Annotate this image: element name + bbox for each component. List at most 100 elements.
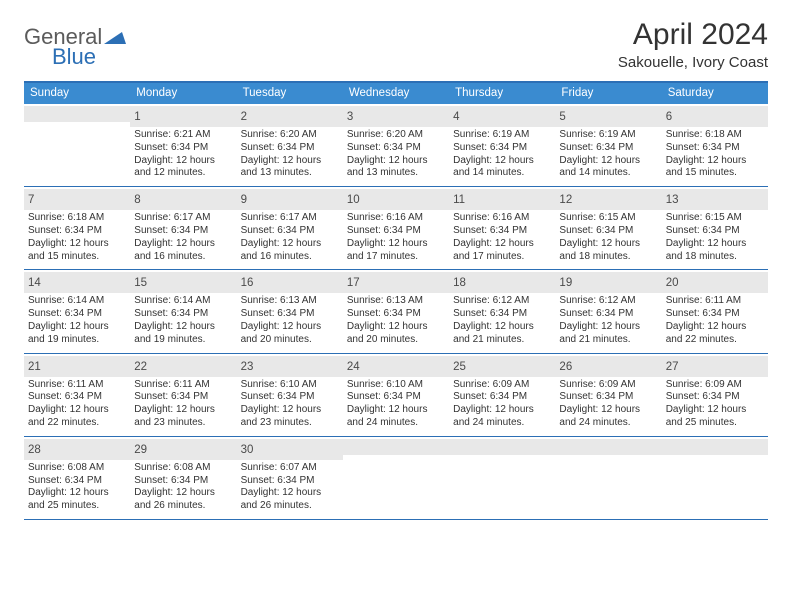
- day-number: 14: [28, 277, 41, 289]
- daylight-text: and 22 minutes.: [666, 334, 764, 347]
- sunset-text: Sunset: 6:34 PM: [28, 391, 126, 404]
- daylight-text: and 14 minutes.: [559, 167, 657, 180]
- day-cell: 15Sunrise: 6:14 AMSunset: 6:34 PMDayligh…: [130, 270, 236, 352]
- sunrise-text: Sunrise: 6:17 AM: [134, 212, 232, 225]
- day-number: 3: [347, 111, 353, 123]
- daylight-text: Daylight: 12 hours: [453, 155, 551, 168]
- day-number: 7: [28, 194, 34, 206]
- daylight-text: Daylight: 12 hours: [559, 238, 657, 251]
- sunset-text: Sunset: 6:34 PM: [453, 142, 551, 155]
- sunrise-text: Sunrise: 6:08 AM: [134, 462, 232, 475]
- daylight-text: and 20 minutes.: [241, 334, 339, 347]
- daylight-text: Daylight: 12 hours: [453, 404, 551, 417]
- day-cell: 23Sunrise: 6:10 AMSunset: 6:34 PMDayligh…: [237, 354, 343, 436]
- sunset-text: Sunset: 6:34 PM: [28, 225, 126, 238]
- day-number: 13: [666, 194, 679, 206]
- sunrise-text: Sunrise: 6:12 AM: [453, 295, 551, 308]
- day-cell: 21Sunrise: 6:11 AMSunset: 6:34 PMDayligh…: [24, 354, 130, 436]
- empty-day-header: [662, 439, 768, 455]
- logo: General Blue: [24, 18, 126, 70]
- sunset-text: Sunset: 6:34 PM: [28, 475, 126, 488]
- sunset-text: Sunset: 6:34 PM: [453, 225, 551, 238]
- sunrise-text: Sunrise: 6:13 AM: [241, 295, 339, 308]
- daylight-text: Daylight: 12 hours: [666, 238, 764, 251]
- day-cell: [449, 437, 555, 519]
- day-number: 10: [347, 194, 360, 206]
- daylight-text: and 17 minutes.: [453, 251, 551, 264]
- daylight-text: Daylight: 12 hours: [241, 238, 339, 251]
- sunset-text: Sunset: 6:34 PM: [666, 225, 764, 238]
- daylight-text: and 17 minutes.: [347, 251, 445, 264]
- sunset-text: Sunset: 6:34 PM: [134, 391, 232, 404]
- day-cell: 20 Sunrise: 6:11 AMSunset: 6:34 PMDayligh…: [662, 270, 768, 352]
- day-cell: 8Sunrise: 6:17 AMSunset: 6:34 PMDaylight…: [130, 187, 236, 269]
- daylight-text: Daylight: 12 hours: [28, 487, 126, 500]
- sunset-text: Sunset: 6:34 PM: [134, 142, 232, 155]
- day-cell: 28Sunrise: 6:08 AMSunset: 6:34 PMDayligh…: [24, 437, 130, 519]
- daylight-text: and 25 minutes.: [666, 417, 764, 430]
- sunset-text: Sunset: 6:34 PM: [666, 142, 764, 155]
- sunrise-text: Sunrise: 6:09 AM: [453, 379, 551, 392]
- day-number: 2: [241, 111, 247, 123]
- day-number: 4: [453, 111, 459, 123]
- daylight-text: and 23 minutes.: [241, 417, 339, 430]
- day-number: 21: [28, 361, 41, 373]
- daylight-text: Daylight: 12 hours: [666, 404, 764, 417]
- day-cell: 7Sunrise: 6:18 AMSunset: 6:34 PMDaylight…: [24, 187, 130, 269]
- daylight-text: Daylight: 12 hours: [241, 155, 339, 168]
- daylight-text: Daylight: 12 hours: [347, 155, 445, 168]
- sunrise-text: Sunrise: 6:09 AM: [666, 379, 764, 392]
- week-row: 14Sunrise: 6:14 AMSunset: 6:34 PMDayligh…: [24, 270, 768, 353]
- daylight-text: Daylight: 12 hours: [28, 238, 126, 251]
- day-number: 22: [134, 361, 147, 373]
- daylight-text: Daylight: 12 hours: [666, 155, 764, 168]
- day-cell: 30Sunrise: 6:07 AMSunset: 6:34 PMDayligh…: [237, 437, 343, 519]
- sunset-text: Sunset: 6:34 PM: [241, 475, 339, 488]
- day-number: 20: [666, 277, 679, 289]
- sunrise-text: Sunrise: 6:16 AM: [347, 212, 445, 225]
- sunset-text: Sunset: 6:34 PM: [453, 391, 551, 404]
- daylight-text: Daylight: 12 hours: [559, 155, 657, 168]
- dow-friday: Friday: [555, 83, 661, 104]
- daylight-text: Daylight: 12 hours: [241, 321, 339, 334]
- day-number: 18: [453, 277, 466, 289]
- day-number: 23: [241, 361, 254, 373]
- logo-triangle-icon: [104, 30, 126, 49]
- dow-monday: Monday: [130, 83, 236, 104]
- empty-day-header: [555, 439, 661, 455]
- daylight-text: Daylight: 12 hours: [666, 321, 764, 334]
- day-cell: [662, 437, 768, 519]
- sunrise-text: Sunrise: 6:11 AM: [134, 379, 232, 392]
- sunrise-text: Sunrise: 6:10 AM: [347, 379, 445, 392]
- sunrise-text: Sunrise: 6:10 AM: [241, 379, 339, 392]
- dow-wednesday: Wednesday: [343, 83, 449, 104]
- daylight-text: Daylight: 12 hours: [559, 404, 657, 417]
- week-row: 7Sunrise: 6:18 AMSunset: 6:34 PMDaylight…: [24, 187, 768, 270]
- sunrise-text: Sunrise: 6:15 AM: [559, 212, 657, 225]
- sunset-text: Sunset: 6:34 PM: [241, 225, 339, 238]
- week-row: 28Sunrise: 6:08 AMSunset: 6:34 PMDayligh…: [24, 437, 768, 520]
- sunrise-text: Sunrise: 6:14 AM: [28, 295, 126, 308]
- sunrise-text: Sunrise: 6:11 AM: [666, 295, 764, 308]
- daylight-text: and 14 minutes.: [453, 167, 551, 180]
- daylight-text: and 20 minutes.: [347, 334, 445, 347]
- daylight-text: and 22 minutes.: [28, 417, 126, 430]
- sunset-text: Sunset: 6:34 PM: [134, 475, 232, 488]
- day-cell: 4Sunrise: 6:19 AMSunset: 6:34 PMDaylight…: [449, 104, 555, 186]
- sunset-text: Sunset: 6:34 PM: [134, 308, 232, 321]
- sunset-text: Sunset: 6:34 PM: [666, 308, 764, 321]
- daylight-text: and 23 minutes.: [134, 417, 232, 430]
- day-number: 16: [241, 277, 254, 289]
- daylight-text: and 26 minutes.: [241, 500, 339, 513]
- page-title: April 2024: [618, 18, 768, 52]
- day-cell: [555, 437, 661, 519]
- day-number: 9: [241, 194, 247, 206]
- sunset-text: Sunset: 6:34 PM: [241, 391, 339, 404]
- day-of-week-header: Sunday Monday Tuesday Wednesday Thursday…: [24, 83, 768, 104]
- location-subtitle: Sakouelle, Ivory Coast: [618, 54, 768, 71]
- sunset-text: Sunset: 6:34 PM: [666, 391, 764, 404]
- daylight-text: and 18 minutes.: [666, 251, 764, 264]
- dow-sunday: Sunday: [24, 83, 130, 104]
- empty-day-header: [24, 106, 130, 122]
- dow-saturday: Saturday: [662, 83, 768, 104]
